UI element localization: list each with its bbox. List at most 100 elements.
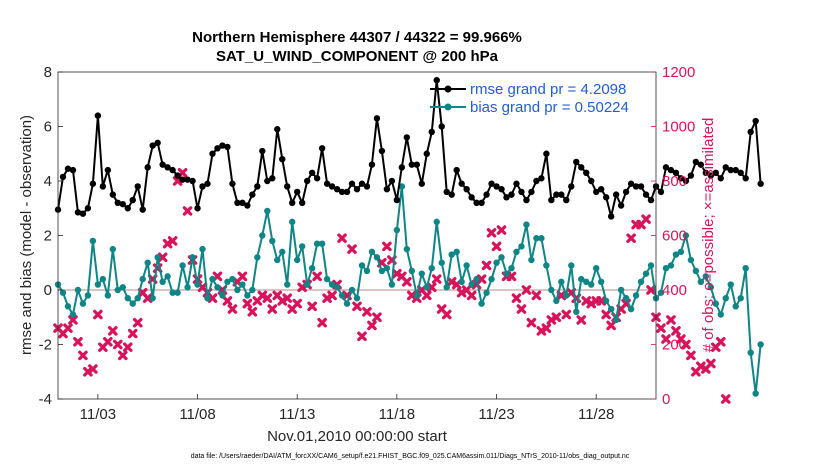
bias-point [144,259,151,266]
rmse-point [318,145,326,152]
rmse-point [164,164,171,171]
rmse-point [428,128,435,136]
obs-marker-cross [292,298,302,309]
rmse-point [687,172,695,179]
rmse-point [438,123,445,130]
rmse-point [79,210,87,217]
rmse-point [219,142,226,149]
rmse-point [368,161,376,168]
bias-point [563,292,570,299]
rmse-point [134,183,141,190]
y-right-label: # of obs: o=possible; ×=assimilated [700,118,717,353]
bias-point [423,284,430,291]
obs-marker-cross [491,241,502,252]
bias-point [119,284,126,291]
rmse-point [558,191,565,198]
obs-marker-cross [357,331,367,342]
rmse-point [109,191,117,198]
bias-point [204,294,211,302]
obs-marker [292,298,302,309]
bias-point [259,232,266,239]
bias-point [607,305,615,313]
obs-marker [242,298,253,309]
rmse-point [378,147,386,155]
rmse-point [69,166,77,174]
rmse-point [129,196,136,204]
obs-marker-cross [127,328,138,339]
bias-point [129,300,136,307]
bias-point [323,275,331,283]
rmse-point [104,166,112,174]
obs-marker [601,309,611,320]
bias-point [388,281,396,288]
rmse-point [747,128,754,136]
rmse-point [184,176,191,183]
rmse-point [553,191,560,198]
bias-point [139,275,146,283]
bias-point [578,275,585,283]
obs-marker-cross [108,326,118,336]
bias-point [468,281,475,288]
y-right-tick-label: 1000 [662,119,695,136]
rmse-point [308,169,316,177]
rmse-point [353,185,361,193]
obs-marker-cross [167,236,178,246]
obs-marker [516,304,527,314]
rmse-point [313,175,321,182]
bias-point [712,300,719,307]
bias-point [742,265,749,272]
obs-marker [661,334,671,344]
bias-point [348,286,356,294]
obs-marker-cross [242,298,253,309]
obs-marker-cross [267,304,278,314]
bias-point [79,300,87,307]
obs-marker-cross [596,296,606,306]
obs-marker-cross [715,336,726,347]
obs-marker [262,293,273,303]
rmse-point [518,188,525,196]
rmse-point [498,185,505,193]
obs-marker [108,326,118,336]
bias-point [747,349,754,356]
obs-marker-cross [347,244,357,254]
obs-marker [666,315,676,325]
rmse-point [657,188,665,196]
rmse-point [483,191,490,198]
bias-point [289,218,296,226]
bias-point [358,262,366,269]
bias-point [702,273,710,280]
rmse-point [513,180,520,187]
bias-point [727,281,734,288]
bias-point [69,311,77,318]
bias-point [244,292,251,299]
bias-point [717,311,724,318]
rmse-line [57,79,762,218]
obs-marker-cross [656,323,666,333]
rmse-point [443,188,450,196]
obs-marker [372,312,382,323]
bias-point [64,303,72,310]
rmse-point [418,180,425,187]
bias-point [672,251,680,258]
rmse-point [274,126,281,133]
bias-point [622,294,630,302]
obs-marker [686,350,696,361]
obs-marker-cross [88,364,98,374]
obs-marker-cross [327,290,337,301]
rmse-point [627,180,635,187]
bias-point [617,286,625,294]
bias-point [328,281,336,288]
obs-marker [113,339,123,350]
obs-marker-cross [551,312,562,323]
bias-point [722,294,729,302]
bias-point [682,232,690,239]
bias-point [89,237,97,245]
rmse-point [289,199,296,206]
obs-marker-cross [426,282,437,293]
y-left-tick-label: -2 [39,337,52,354]
rmse-point [189,177,196,185]
rmse-point [169,166,176,174]
obs-marker [426,282,437,293]
chart-subtitle: SAT_U_WIND_COMPONENT @ 200 hPa [216,48,499,65]
bias-point [279,248,286,256]
